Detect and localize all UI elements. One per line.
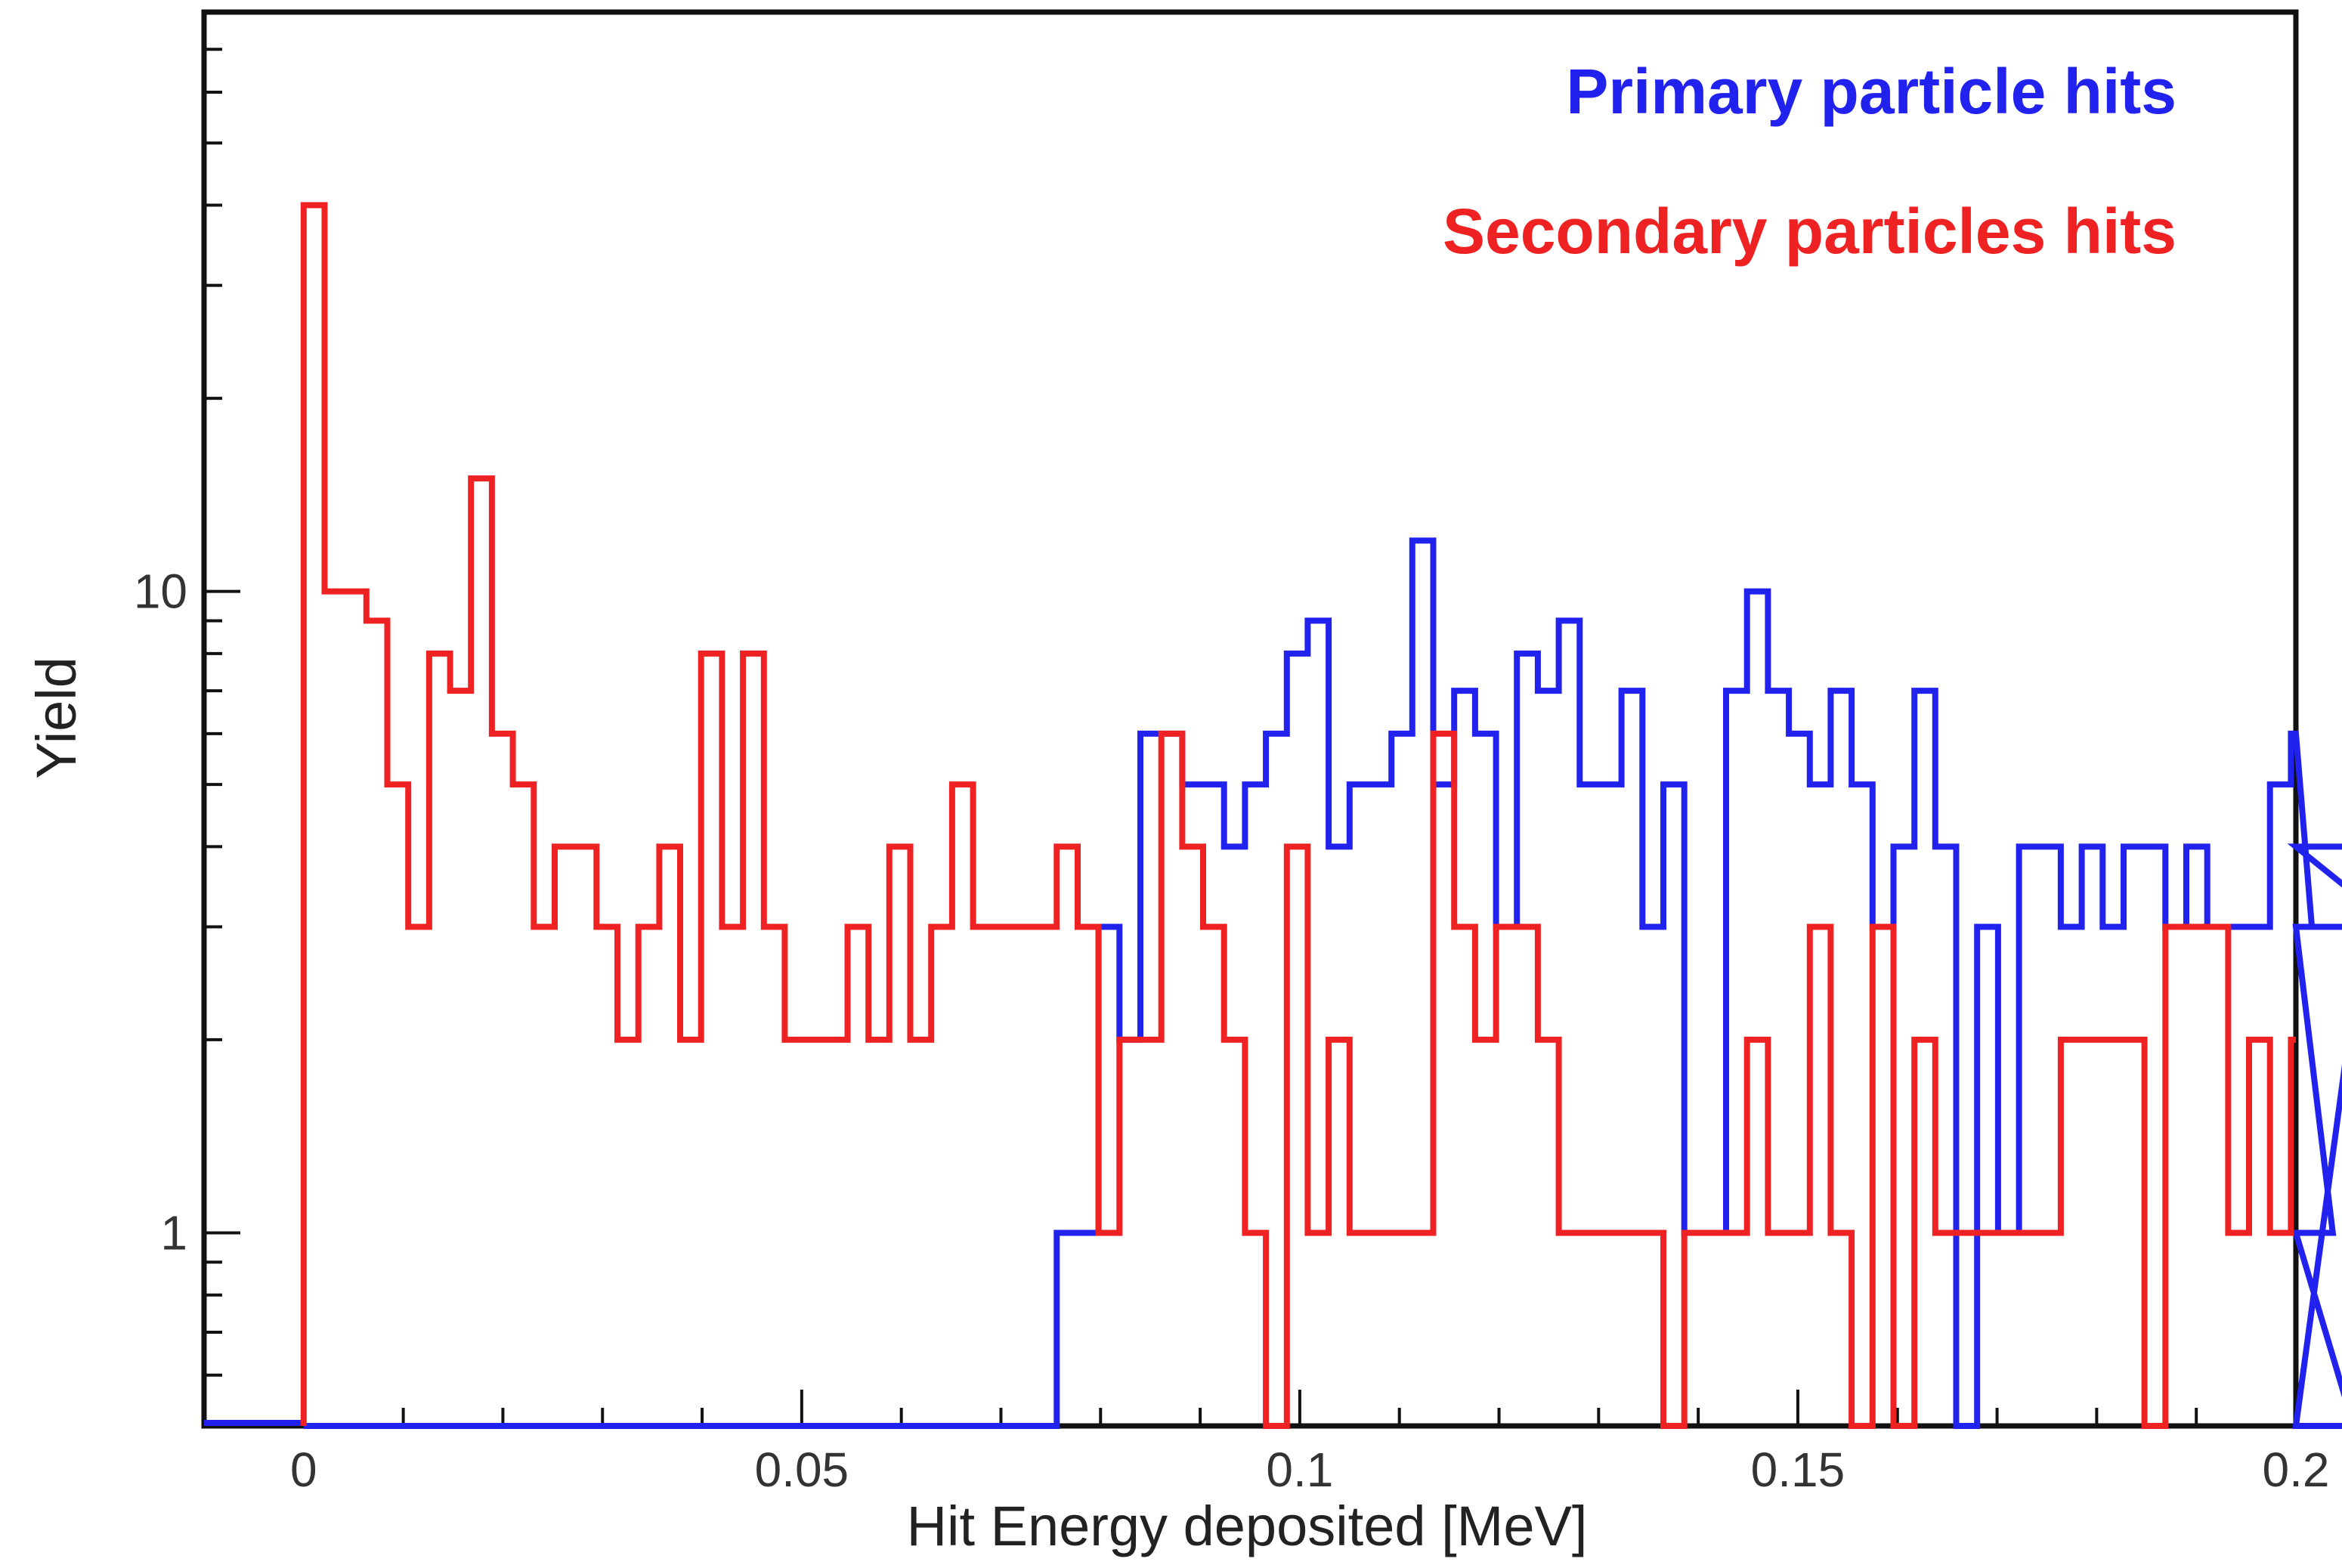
legend-entry-secondary: Secondary particles hits: [1443, 196, 2176, 267]
series-layer: [204, 202, 2342, 1429]
x-tick-label: 0.15: [1751, 1443, 1845, 1497]
x-tick-label: 0.1: [1266, 1443, 1333, 1497]
x-axis-label: Hit Energy deposited [MeV]: [907, 1495, 1588, 1557]
series-primary-hits: [303, 537, 2342, 1429]
series-secondary-hits: [300, 202, 2296, 1429]
y-tick-label: 10: [134, 564, 187, 619]
y-tick-label: 1: [160, 1205, 187, 1260]
x-tick-label: 0.2: [2263, 1443, 2330, 1497]
x-tick-label: 0: [290, 1443, 317, 1497]
plot-frame: [201, 9, 2299, 1429]
y-axis-label: Yield: [25, 657, 88, 779]
legend-entry-primary: Primary particle hits: [1566, 56, 2176, 127]
x-tick-label: 0.05: [755, 1443, 849, 1497]
